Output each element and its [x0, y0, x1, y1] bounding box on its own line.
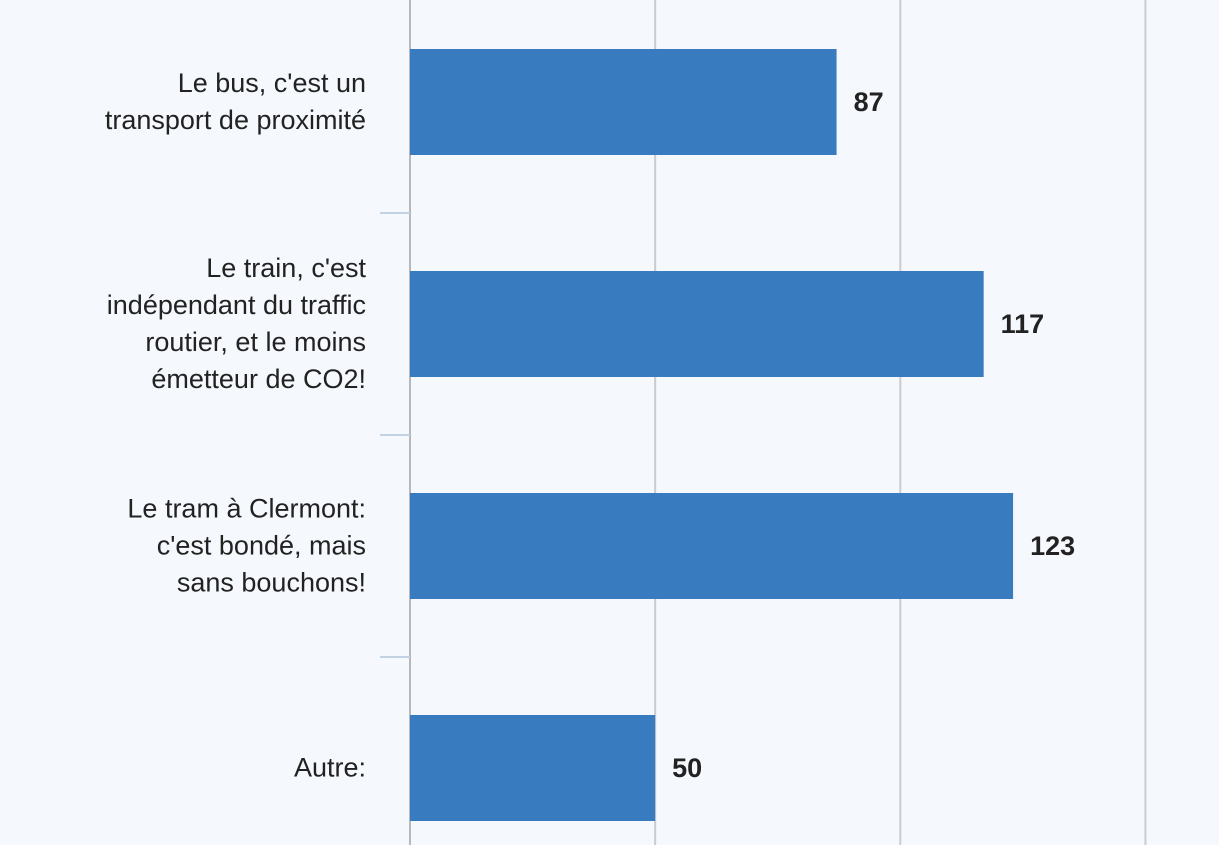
bar: [410, 715, 656, 821]
category-label: Autre:: [293, 752, 366, 783]
data-label: 87: [854, 87, 884, 117]
data-label: 123: [1030, 531, 1075, 561]
bar: [410, 49, 837, 155]
data-label: 117: [1001, 309, 1045, 339]
bar: [410, 493, 1014, 599]
category-label: Le bus, c'est un transport de proximité: [104, 68, 366, 135]
data-label: 50: [672, 753, 702, 783]
category-label: Le train, c'est indépendant du traffic r…: [106, 253, 366, 394]
category-label: Le tram à Clermont: c'est bondé, mais sa…: [127, 493, 366, 598]
bar: [410, 271, 984, 377]
